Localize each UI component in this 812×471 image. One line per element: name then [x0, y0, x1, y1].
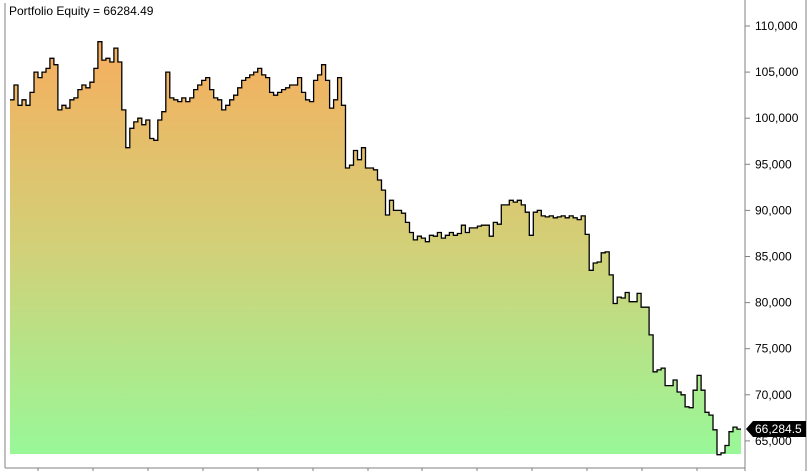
y-tick-label: 105,000: [755, 65, 799, 79]
y-tick-label: 80,000: [755, 296, 792, 310]
y-tick-label: 100,000: [755, 111, 799, 125]
y-tick-label: 75,000: [755, 342, 792, 356]
y-tick-label: 90,000: [755, 203, 792, 217]
y-tick-label: 70,000: [755, 388, 792, 402]
last-value-label: 66,284.5: [755, 422, 802, 436]
y-tick-label: 110,000: [755, 19, 798, 33]
chart-title: Portfolio Equity = 66284.49: [9, 4, 154, 18]
equity-line: [10, 41, 741, 456]
last-value-marker: [746, 421, 806, 438]
equity-area: [10, 41, 741, 455]
y-tick-label: 95,000: [755, 157, 792, 171]
y-tick-label: 65,000: [755, 434, 792, 448]
y-tick-label: 85,000: [755, 250, 792, 264]
